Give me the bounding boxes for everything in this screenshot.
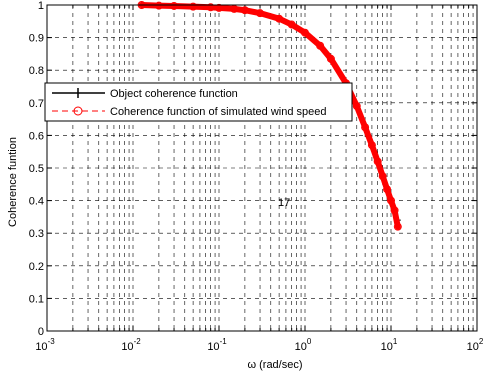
series-simulated-line [138, 2, 401, 230]
simulated-point [326, 54, 335, 63]
plot-frame [46, 4, 478, 332]
series-layer [137, 1, 402, 231]
y-tick-label: 1 [38, 0, 44, 12]
simulated-point [387, 196, 395, 205]
y-tick-label: 0.1 [29, 293, 44, 305]
simulated-point [352, 102, 361, 111]
simulated-point [287, 20, 296, 29]
legend: Object coherence function Coherence func… [44, 82, 353, 122]
y-tick-labels: 0 0.1 0.2 0.3 0.4 0.5 0.6 0.7 0.8 0.9 1 [29, 0, 44, 338]
annotation-text: 17 [278, 197, 290, 209]
simulated-point [256, 9, 265, 18]
x-axis-label: ω (rad/sec) [247, 359, 302, 371]
simulated-point [361, 123, 370, 132]
x-tick-exponent: -1 [220, 337, 228, 346]
simulated-point [240, 6, 249, 15]
simulated-point [215, 3, 223, 12]
simulated-point [189, 2, 198, 11]
y-tick-label: 0.8 [29, 65, 44, 77]
simulated-point [383, 185, 392, 194]
x-tick-exponent: -2 [134, 337, 142, 346]
x-tick-exponent: 2 [479, 337, 484, 346]
simulated-point [301, 28, 309, 37]
legend-label-object: Object coherence function [110, 88, 238, 100]
legend-marker-simulated [73, 106, 83, 116]
x-tick-exponent: -3 [48, 337, 56, 346]
simulated-point [170, 1, 179, 10]
legend-box [44, 82, 353, 122]
y-tick-label: 0.9 [29, 33, 44, 45]
simulated-point [367, 141, 376, 150]
simulated-point [275, 14, 284, 23]
y-tick-label: 0.5 [29, 163, 44, 175]
y-tick-label: 0 [38, 326, 44, 338]
y-tick-label: 0.4 [29, 196, 44, 208]
y-tick-label: 0.6 [29, 130, 44, 142]
simulated-point [378, 172, 387, 181]
simulated-point [316, 41, 325, 50]
y-axis-label: Coherence funtion [7, 137, 19, 227]
simulated-point [393, 222, 402, 231]
x-tick-exponent: 1 [393, 337, 398, 346]
y-tick-label: 0.7 [29, 98, 44, 110]
simulated-point [373, 157, 382, 166]
simulated-point [206, 3, 215, 12]
y-tick-label: 0.3 [29, 228, 44, 240]
simulated-point [154, 1, 163, 10]
simulated-point [390, 206, 399, 215]
y-tick-label: 0.2 [29, 261, 44, 273]
x-tick-exponent: 0 [307, 337, 312, 346]
legend-label-simulated: Coherence function of simulated wind spe… [110, 106, 326, 118]
